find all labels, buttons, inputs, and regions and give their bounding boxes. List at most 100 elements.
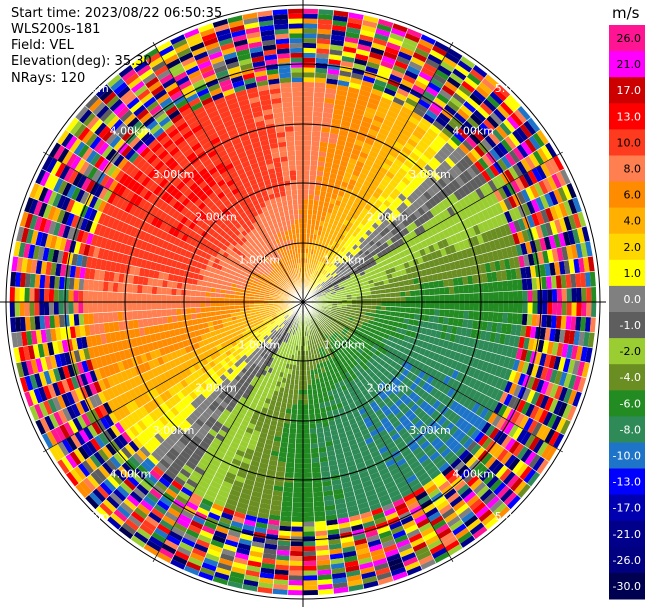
velocity-gate — [415, 450, 426, 461]
velocity-gate — [207, 462, 219, 472]
velocity-gate — [185, 528, 200, 539]
velocity-gate — [335, 89, 348, 97]
velocity-gate — [396, 205, 405, 214]
velocity-gate — [309, 359, 313, 366]
velocity-gate — [371, 476, 383, 485]
velocity-gate — [280, 309, 286, 312]
velocity-gate — [357, 501, 370, 510]
velocity-gate — [150, 450, 163, 462]
velocity-gate — [324, 288, 330, 293]
velocity-gate — [366, 253, 373, 260]
velocity-gate — [316, 321, 321, 327]
velocity-gate — [167, 465, 180, 476]
velocity-gate — [393, 240, 401, 249]
velocity-gate — [410, 111, 423, 122]
velocity-gate — [416, 75, 431, 87]
velocity-gate — [147, 454, 160, 466]
velocity-gate — [322, 322, 328, 328]
velocity-gate — [279, 351, 284, 357]
velocity-gate — [303, 575, 318, 581]
velocity-gate — [573, 330, 581, 346]
velocity-gate — [188, 412, 199, 422]
velocity-gate — [423, 261, 431, 270]
velocity-gate — [308, 399, 314, 405]
velocity-gate — [548, 190, 559, 206]
velocity-gate — [245, 569, 261, 578]
velocity-gate — [321, 306, 327, 309]
velocity-gate — [288, 433, 297, 439]
velocity-gate — [322, 351, 327, 357]
velocity-gate — [434, 287, 440, 296]
velocity-gate — [319, 377, 325, 384]
velocity-gate — [310, 229, 315, 235]
velocity-gate — [501, 247, 509, 260]
velocity-gate — [454, 175, 466, 188]
velocity-gate — [531, 314, 538, 327]
velocity-gate — [393, 316, 400, 323]
velocity-gate — [316, 427, 324, 434]
velocity-gate — [257, 512, 270, 520]
velocity-gate — [508, 132, 521, 147]
velocity-gate — [423, 246, 431, 255]
velocity-gate — [319, 461, 329, 468]
velocity-gate — [251, 455, 262, 463]
velocity-gate — [344, 333, 351, 339]
velocity-gate — [461, 80, 476, 94]
velocity-gate — [320, 309, 326, 312]
velocity-gate — [453, 309, 460, 319]
velocity-gate — [383, 437, 394, 446]
velocity-gate — [171, 375, 180, 385]
velocity-gate — [549, 328, 556, 342]
velocity-gate — [503, 334, 511, 346]
velocity-gate — [97, 465, 111, 479]
velocity-gate — [151, 367, 160, 378]
velocity-gate — [429, 469, 442, 480]
velocity-gate — [212, 437, 223, 446]
velocity-gate — [352, 410, 361, 419]
velocity-gate — [289, 560, 303, 566]
velocity-gate — [414, 125, 427, 136]
velocity-gate — [443, 279, 449, 288]
velocity-gate — [435, 330, 442, 339]
velocity-gate — [179, 468, 192, 479]
velocity-gate — [271, 495, 283, 502]
velocity-gate — [183, 406, 193, 417]
velocity-gate — [276, 396, 283, 403]
velocity-gate — [507, 280, 513, 292]
velocity-gate — [456, 464, 469, 477]
velocity-gate — [483, 182, 494, 195]
velocity-gate — [319, 310, 325, 315]
velocity-gate — [568, 330, 576, 345]
velocity-gate — [278, 535, 291, 542]
velocity-gate — [510, 112, 524, 127]
velocity-gate — [581, 362, 590, 378]
velocity-gate — [345, 31, 360, 39]
velocity-gate — [336, 256, 343, 262]
velocity-gate — [323, 277, 329, 283]
velocity-gate — [325, 514, 338, 521]
velocity-gate — [273, 574, 289, 581]
velocity-gate — [561, 302, 567, 316]
velocity-gate — [402, 556, 419, 567]
velocity-gate — [563, 215, 573, 232]
velocity-gate — [303, 160, 311, 166]
velocity-gate — [408, 391, 417, 401]
velocity-gate — [376, 425, 386, 434]
velocity-gate — [329, 286, 335, 291]
velocity-gate — [322, 176, 330, 183]
velocity-gate — [303, 248, 306, 254]
velocity-gate — [476, 233, 485, 245]
velocity-gate — [350, 72, 364, 81]
velocity-gate — [466, 494, 480, 508]
velocity-gate — [330, 34, 346, 42]
velocity-gate — [214, 329, 221, 336]
velocity-gate — [499, 366, 508, 380]
velocity-gate — [91, 421, 103, 436]
velocity-gate — [295, 438, 303, 444]
velocity-gate — [293, 472, 303, 478]
velocity-gate — [535, 365, 544, 379]
velocity-gate — [320, 262, 325, 269]
velocity-gate — [313, 317, 318, 323]
velocity-gate — [461, 345, 469, 355]
velocity-gate — [133, 386, 143, 398]
